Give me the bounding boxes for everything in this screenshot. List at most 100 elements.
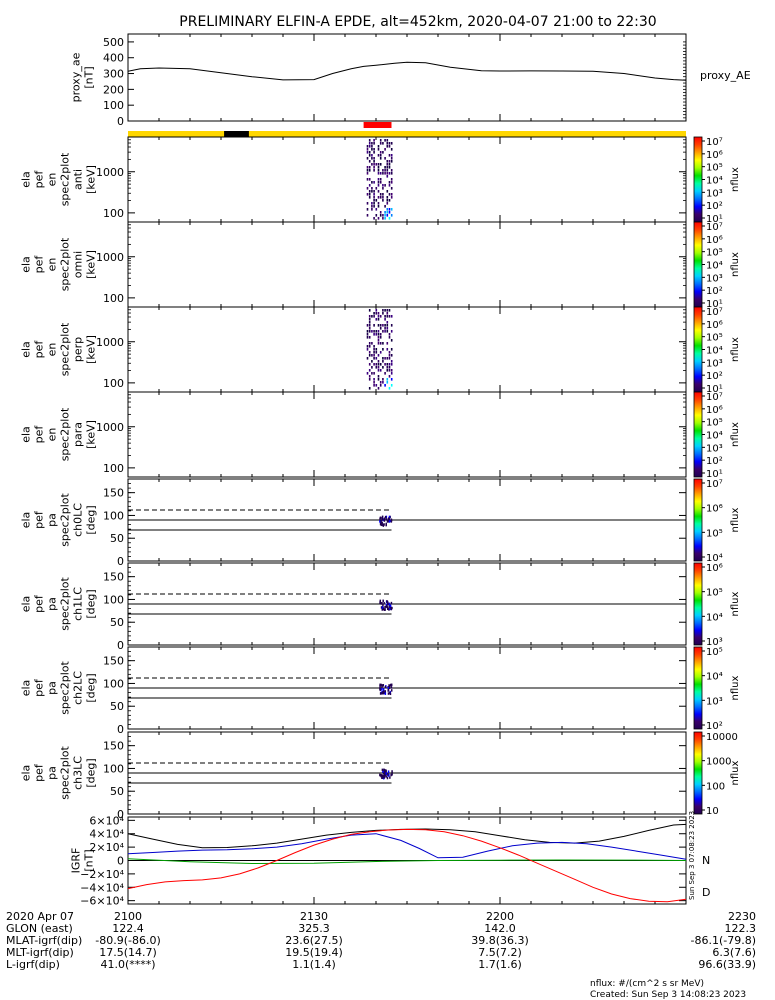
- colorbar-tick-label: 10⁶: [706, 504, 723, 515]
- colorbar: [693, 136, 703, 223]
- orbit-table: 2020 Apr 07 2100 2130 2200 2230 GLON (east) 12…: [6, 910, 756, 971]
- heatmap-cell: [373, 190, 375, 193]
- colorbar-tick-label: 10⁶: [706, 320, 723, 331]
- heatmap-cell: [379, 333, 382, 336]
- y-axis-label-line: ch1LC: [72, 587, 85, 621]
- colorbar: [693, 391, 703, 478]
- heatmap-cell: [390, 142, 393, 145]
- heatmap-cell: [371, 145, 373, 148]
- colorbar-label: nflux: [730, 252, 741, 277]
- heatmap-cell: [379, 687, 381, 690]
- heatmap-cell: [366, 348, 369, 351]
- heatmap-cell: [385, 772, 388, 775]
- heatmap-cell: [379, 520, 381, 523]
- heatmap-cell: [368, 321, 371, 324]
- heatmap-cell: [379, 193, 382, 196]
- heatmap-cell: [371, 330, 373, 333]
- y-axis-label-line: spec2plot: [59, 493, 72, 547]
- y-axis-label-line: pef: [33, 763, 46, 782]
- y-axis-label-line: pef: [33, 425, 46, 444]
- heatmap-cell: [382, 199, 384, 202]
- heatmap-cell: [382, 142, 384, 145]
- orbit-row-value: 19.5(19.4): [285, 946, 343, 959]
- heatmap-cell: [382, 187, 384, 190]
- heatmap-cell: [382, 193, 384, 196]
- heatmap-cell: [375, 357, 378, 360]
- heatmap-cell: [381, 776, 383, 779]
- heatmap-cell: [379, 336, 382, 339]
- colorbar-label: nflux: [730, 337, 741, 362]
- heatmap-cell: [379, 384, 382, 387]
- colorbar-label: nflux: [730, 422, 741, 447]
- heatmap-cell: [388, 515, 391, 519]
- heatmap-cell: [390, 172, 393, 175]
- heatmap-cell: [373, 324, 375, 327]
- heatmap-cell: [368, 345, 371, 348]
- heatmap-cell: [388, 208, 391, 211]
- status-segment: [363, 122, 392, 128]
- heatmap-cell: [373, 199, 375, 202]
- heatmap-cell: [377, 360, 380, 363]
- y-tick-label: 100: [103, 462, 124, 475]
- heatmap-cell: [368, 318, 371, 321]
- y-tick-label: 150: [103, 740, 124, 753]
- heatmap-cell: [387, 686, 390, 690]
- heatmap-cell: [386, 172, 389, 175]
- y-axis-label-line: spec2plot: [59, 746, 72, 800]
- heatmap-cell: [388, 199, 391, 202]
- heatmap-cell: [377, 387, 380, 390]
- colorbar-tick-label: 10²: [706, 456, 723, 467]
- heatmap-cell: [386, 348, 389, 351]
- panel-frame: [127, 306, 687, 393]
- heatmap-cell: [373, 348, 375, 351]
- heatmap-cell: [380, 688, 383, 691]
- heatmap-cell: [379, 154, 382, 157]
- heatmap-cell: [386, 160, 389, 163]
- y-tick-label: 100: [103, 207, 124, 220]
- colorbar-tick-label: 10²: [706, 721, 723, 732]
- heatmap-cell: [384, 692, 387, 695]
- y-axis-label-line: ch3LC: [72, 756, 85, 790]
- heatmap-cell: [375, 366, 378, 369]
- heatmap-cell: [379, 181, 382, 184]
- heatmap-cell: [377, 178, 380, 181]
- heatmap-cell: [379, 599, 382, 603]
- heatmap-cell: [383, 691, 385, 695]
- y-axis-label-line: anti: [72, 169, 85, 190]
- heatmap-cell: [388, 520, 391, 523]
- heatmap-cell: [368, 145, 371, 148]
- heatmap-cell: [381, 684, 384, 687]
- y-tick-label: 0: [117, 555, 124, 568]
- y-tick-label: 0: [117, 808, 124, 821]
- heatmap-cell: [373, 351, 375, 354]
- heatmap-cell: [387, 773, 389, 776]
- heatmap-cell: [388, 366, 391, 369]
- colorbar-tick-label: 10⁴: [706, 612, 723, 623]
- orbit-row-value: -86.1(-79.8): [690, 934, 756, 947]
- y-tick-label: 100: [103, 99, 124, 112]
- heatmap-cell: [390, 339, 393, 342]
- heatmap-cell: [383, 768, 385, 772]
- heatmap-cell: [379, 163, 382, 166]
- heatmap-cell: [373, 142, 375, 145]
- heatmap-cell: [371, 205, 373, 208]
- heatmap-cell: [368, 193, 371, 196]
- heatmap-cell: [384, 205, 386, 208]
- y-axis-label-line: pef: [33, 170, 46, 189]
- heatmap-cell: [373, 193, 375, 196]
- y-tick-label: 4×10⁴: [89, 828, 124, 841]
- heatmap-cell: [366, 178, 369, 181]
- colorbar-tick-label: 10³: [706, 443, 723, 454]
- y-tick-label: −4×10⁴: [80, 881, 124, 894]
- heatmap-cell: [377, 342, 380, 345]
- heatmap-cell: [385, 523, 387, 526]
- heatmap-cell: [390, 178, 393, 181]
- panel-pa_ch2: 150 100 50 0 10⁵ 10⁴ 10³ 10² nflux elapefpaspec2p…: [20, 646, 741, 736]
- heatmap-cell: [373, 151, 375, 154]
- heatmap-cell: [388, 686, 391, 690]
- heatmap-cell: [381, 515, 384, 519]
- heatmap-cell: [373, 357, 375, 360]
- heatmap-cell: [368, 309, 371, 312]
